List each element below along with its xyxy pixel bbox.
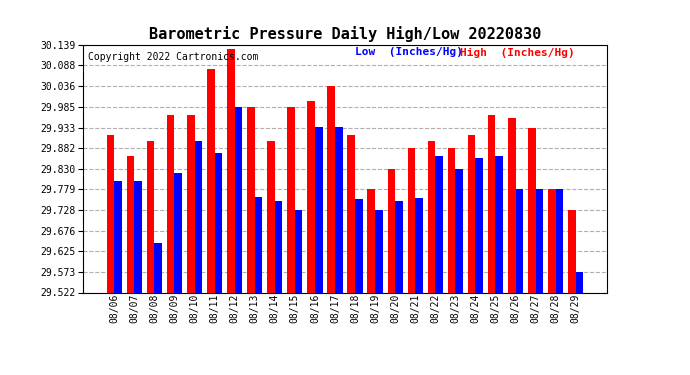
- Bar: [307, 101, 315, 292]
- Bar: [227, 49, 235, 292]
- Bar: [295, 210, 302, 292]
- Bar: [468, 135, 475, 292]
- Bar: [267, 141, 275, 292]
- Bar: [187, 115, 195, 292]
- Bar: [175, 173, 182, 292]
- Bar: [327, 86, 335, 292]
- Bar: [448, 148, 455, 292]
- Bar: [515, 189, 523, 292]
- Bar: [495, 156, 503, 292]
- Bar: [195, 141, 202, 292]
- Bar: [235, 107, 242, 292]
- Bar: [395, 201, 403, 292]
- Bar: [275, 201, 282, 292]
- Bar: [155, 243, 162, 292]
- Bar: [287, 107, 295, 292]
- Text: Low  (Inches/Hg): Low (Inches/Hg): [355, 48, 464, 57]
- Bar: [315, 127, 322, 292]
- Text: High  (Inches/Hg): High (Inches/Hg): [460, 48, 575, 57]
- Bar: [408, 148, 415, 292]
- Bar: [555, 189, 563, 292]
- Bar: [375, 210, 383, 292]
- Title: Barometric Pressure Daily High/Low 20220830: Barometric Pressure Daily High/Low 20220…: [149, 27, 541, 42]
- Bar: [215, 153, 222, 292]
- Bar: [247, 107, 255, 292]
- Bar: [508, 118, 515, 292]
- Text: Copyright 2022 Cartronics.com: Copyright 2022 Cartronics.com: [88, 53, 259, 62]
- Bar: [115, 181, 122, 292]
- Bar: [347, 135, 355, 292]
- Bar: [415, 198, 423, 292]
- Bar: [535, 189, 543, 292]
- Bar: [475, 158, 483, 292]
- Bar: [428, 141, 435, 292]
- Bar: [355, 199, 363, 292]
- Bar: [335, 127, 343, 292]
- Bar: [388, 169, 395, 292]
- Bar: [488, 115, 495, 292]
- Bar: [135, 181, 142, 292]
- Bar: [127, 156, 135, 292]
- Bar: [255, 197, 262, 292]
- Bar: [548, 189, 555, 292]
- Bar: [575, 272, 583, 292]
- Bar: [107, 135, 115, 292]
- Bar: [435, 156, 443, 292]
- Bar: [528, 128, 535, 292]
- Bar: [368, 189, 375, 292]
- Bar: [147, 141, 155, 292]
- Bar: [167, 115, 175, 292]
- Bar: [568, 210, 575, 292]
- Bar: [455, 169, 463, 292]
- Bar: [207, 69, 215, 292]
